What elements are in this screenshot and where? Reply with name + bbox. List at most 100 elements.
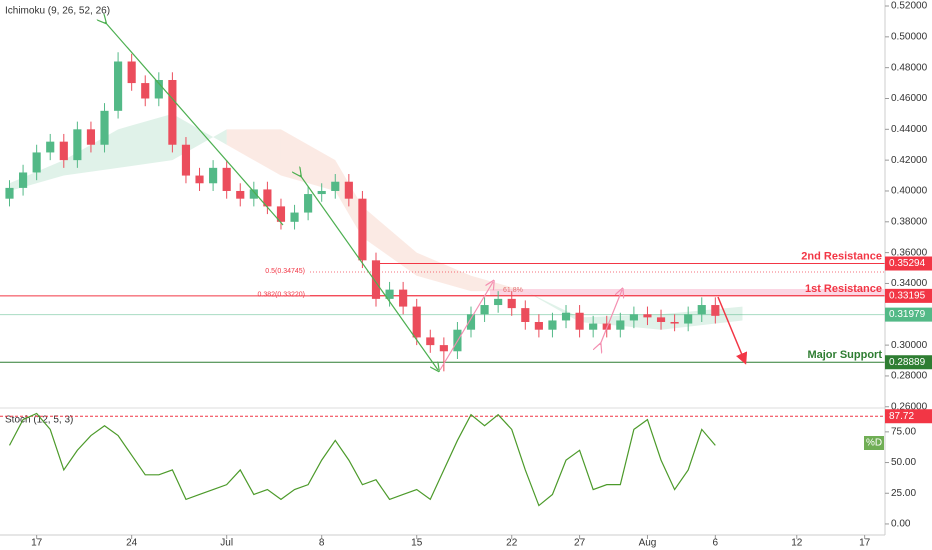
y-tick-label: 0.48000 (891, 62, 928, 73)
trend-arrow (300, 175, 438, 370)
candle-body (141, 83, 150, 99)
x-tick-label: 15 (411, 538, 423, 549)
y2-tick-label: 75.00 (891, 426, 916, 437)
y-tick-label: 0.46000 (891, 93, 928, 104)
y-tick-label: 0.26000 (891, 401, 928, 412)
x-tick-label: 24 (126, 538, 138, 549)
y-tick-label: 0.28000 (891, 371, 928, 382)
candle-body (684, 314, 693, 324)
candle-body (697, 305, 706, 315)
x-tick-label: 17 (31, 538, 43, 549)
fib-label: 0.5(0.34745) (265, 268, 305, 275)
candle-body (209, 167, 218, 184)
legend-label: %D (866, 438, 882, 449)
price-box (885, 288, 932, 303)
y2-tick-label: 0.00 (891, 519, 911, 530)
fib-zone (490, 289, 885, 296)
y-tick-label: 0.50000 (891, 31, 928, 42)
candle-body (73, 129, 82, 161)
stoch-line (8, 412, 716, 507)
candle-body (317, 190, 326, 195)
candle-body (127, 61, 136, 84)
price-box (885, 409, 932, 424)
cloud-segment (362, 206, 417, 276)
candle-body (236, 190, 245, 199)
y-tick-label: 0.52000 (891, 1, 928, 12)
candle-body (222, 167, 231, 191)
candle-body (711, 305, 720, 316)
y-tick-label: 0.40000 (891, 186, 928, 197)
candle-body (494, 298, 503, 306)
candle-body (358, 198, 367, 261)
price-box (885, 307, 932, 322)
candle-body (629, 314, 638, 321)
candle-body (561, 312, 571, 321)
level-name: 1st Resistance (805, 283, 882, 295)
price-box-label: 0.35294 (889, 258, 926, 269)
y-tick-label: 0.38000 (891, 216, 928, 227)
trend-arrow (600, 290, 622, 345)
x-tick-label: Jul (220, 538, 233, 549)
candle-body (575, 312, 584, 330)
candle-body (181, 144, 191, 176)
x-tick-label: 22 (506, 538, 518, 549)
candle-body (168, 79, 177, 145)
candle-body (548, 320, 557, 330)
candle-body (304, 194, 313, 213)
y2-tick-label: 50.00 (891, 457, 916, 468)
y2-tick-label: 25.00 (891, 488, 916, 499)
candle-body (19, 172, 28, 188)
candle-body (276, 206, 286, 222)
x-tick-label: 6 (713, 538, 719, 549)
candle-body (426, 337, 435, 346)
candle-body (521, 308, 530, 322)
price-box-label: 0.33195 (889, 291, 926, 302)
candle-body (534, 321, 543, 330)
trend-arrow (105, 22, 284, 226)
candle-body (439, 345, 448, 352)
candle-body (507, 298, 516, 309)
price-box (885, 256, 932, 271)
y-tick-label: 0.44000 (891, 124, 928, 135)
candle-body (114, 61, 123, 111)
candle-body (670, 321, 679, 324)
price-box (885, 355, 932, 370)
candle-body (399, 289, 408, 307)
level-name: Major Support (807, 349, 882, 361)
indicator-legend: Ichimoku (9, 26, 52, 26) (5, 6, 110, 17)
level-name: 2nd Resistance (801, 250, 882, 262)
y-tick-label: 0.36000 (891, 247, 928, 258)
candle-body (5, 187, 14, 199)
candle-body (59, 141, 68, 161)
x-tick-label: 12 (791, 538, 803, 549)
y-tick-label: 0.34000 (891, 278, 928, 289)
candle-body (466, 314, 476, 330)
cloud-segment (118, 113, 173, 168)
candle-body (371, 260, 381, 299)
price-box-label: 87.72 (889, 411, 914, 422)
trend-arrow (439, 282, 493, 371)
candle-body (46, 141, 55, 153)
stoch-legend: Stoch (12, 5, 3) (5, 415, 73, 426)
candle-body (100, 110, 109, 145)
cloud-segment (226, 129, 281, 176)
candle-body (412, 306, 421, 338)
candle-body (480, 305, 489, 315)
candle-body (589, 323, 598, 330)
candle-body (331, 181, 340, 191)
candle-body (195, 175, 204, 184)
price-box-label: 0.31979 (889, 309, 926, 320)
candle-body (643, 314, 652, 318)
cloud-segment (172, 113, 227, 161)
candle-body (290, 212, 299, 222)
cloud-segment (471, 275, 526, 292)
candle-body (249, 189, 258, 199)
candle-body (154, 79, 163, 99)
y-tick-label: 0.30000 (891, 340, 928, 351)
fib-note: 61.8% (503, 287, 523, 294)
candle-body (616, 320, 625, 330)
x-tick-label: 27 (574, 538, 586, 549)
candle-body (32, 152, 41, 173)
x-tick-label: 8 (319, 538, 325, 549)
